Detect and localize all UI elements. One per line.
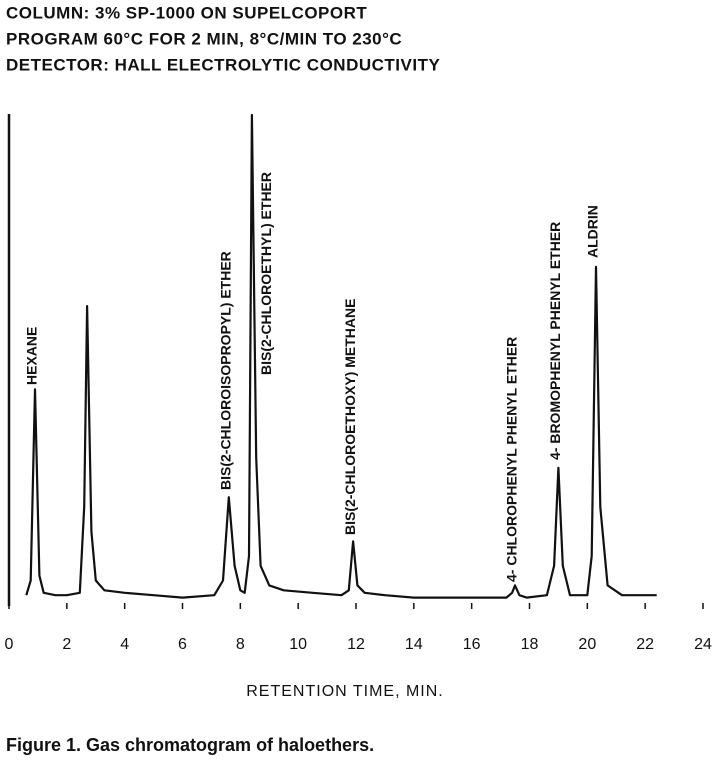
x-tick-label: 8: [236, 636, 245, 653]
x-tick-label: 0: [5, 636, 14, 653]
peak-label: 4- CHLOROPHENYL PHENYL ETHER: [504, 337, 520, 582]
figure-caption: Figure 1. Gas chromatogram of haloethers…: [6, 735, 374, 755]
x-tick-label: 2: [62, 636, 71, 653]
peak-label: ALDRIN: [585, 205, 601, 258]
x-tick-label: 20: [578, 636, 596, 653]
peak-label: 4- BROMOPHENYL PHENYL ETHER: [547, 222, 563, 460]
x-tick-label: 24: [694, 636, 712, 653]
x-tick-label: 18: [521, 636, 539, 653]
x-tick-label: 22: [636, 636, 654, 653]
x-tick-label: 6: [178, 636, 187, 653]
x-tick-label: 4: [120, 636, 129, 653]
peak-label: HEXANE: [24, 327, 40, 385]
subtitle-line: COLUMN: 3% SP-1000 ON SUPELCOPORT: [6, 3, 367, 22]
x-tick-label: 14: [405, 636, 423, 653]
subtitle-line: DETECTOR: HALL ELECTROLYTIC CONDUCTIVITY: [6, 55, 440, 74]
x-axis-label: RETENTION TIME, MIN.: [246, 683, 443, 700]
peak-label: BIS(2-CHLOROISOPROPYL) ETHER: [217, 251, 233, 490]
x-tick-label: 16: [463, 636, 481, 653]
trace: [25, 113, 657, 599]
peak-label: BIS(2-CHLOROETHYL) ETHER: [258, 172, 274, 375]
x-tick-label: 12: [347, 636, 365, 653]
subtitle-line: PROGRAM 60°C FOR 2 MIN, 8°C/MIN TO 230°C: [6, 29, 402, 48]
peak-label: BIS(2-CHLOROETHOXY) METHANE: [342, 299, 358, 535]
x-tick-label: 10: [289, 636, 307, 653]
